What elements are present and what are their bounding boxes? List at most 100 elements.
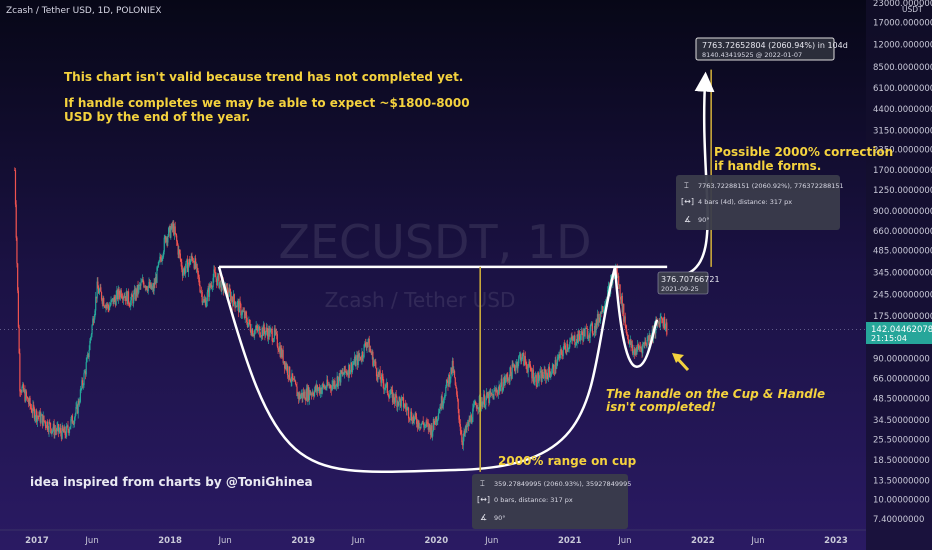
candle-body	[540, 370, 542, 382]
measure-bot-line3: 90°	[494, 514, 506, 522]
candle-body	[42, 415, 44, 426]
candle-body	[20, 391, 22, 393]
candle-body	[357, 353, 359, 365]
price-axis-panel[interactable]	[866, 0, 932, 550]
candle-body	[66, 425, 68, 427]
candle-body	[571, 336, 573, 339]
candle-body	[294, 380, 297, 385]
cup-curve[interactable]	[217, 266, 617, 474]
candle-body	[103, 305, 106, 307]
candle-body	[312, 392, 314, 395]
candle-body	[140, 281, 142, 286]
handle-curve[interactable]	[613, 266, 659, 368]
candle-body	[68, 429, 71, 434]
price-tick-label: 10.00000000	[873, 496, 930, 506]
current-price-label[interactable]: 142.04462078 21:15:04	[866, 322, 932, 344]
candle-body	[110, 299, 112, 305]
candle-body	[247, 322, 249, 327]
candle-body	[601, 306, 603, 314]
candle-body	[586, 328, 588, 339]
candle-body	[81, 380, 84, 386]
candle-body	[238, 301, 240, 313]
candle-body	[291, 373, 293, 382]
candle-body	[59, 428, 61, 431]
candle-body	[176, 241, 178, 245]
candle-body	[215, 276, 217, 279]
candle-body	[159, 256, 161, 261]
candle-body	[203, 299, 205, 303]
candle-body	[439, 406, 441, 412]
candle-body	[517, 363, 519, 369]
candle-body	[513, 364, 515, 369]
price-axis[interactable]: 23000.00000000 17000.00000000 12000.000000…	[873, 0, 932, 525]
candle-body	[122, 297, 124, 300]
candle-body	[436, 419, 438, 422]
candle-body	[93, 317, 95, 323]
candle-body	[321, 383, 324, 390]
candle-body	[453, 370, 455, 372]
candle-body	[414, 413, 416, 418]
price-tick-label: 245.00000000	[873, 290, 932, 300]
candle-body	[65, 435, 67, 437]
candle-body	[559, 349, 561, 359]
candle-body	[125, 291, 127, 301]
candle-body	[511, 364, 513, 379]
candle-body	[151, 287, 153, 290]
candle-body	[148, 282, 150, 286]
candle-body	[84, 371, 86, 373]
candle-body	[119, 290, 122, 298]
measure-box-top[interactable]: 7763.72652804 (2060.94%) in 104d 8140.43…	[695, 37, 848, 61]
candle-body	[658, 321, 660, 323]
candle-body	[257, 328, 259, 331]
measure-box-mid[interactable]: ⌶ 7763.72288151 (2060.92%), 776372288151…	[676, 175, 844, 230]
candle-body	[585, 327, 587, 329]
ruler-vertical-icon: ⌶	[684, 181, 689, 190]
candle-body	[646, 339, 648, 346]
candle-body	[389, 394, 391, 399]
measure-box-bottom[interactable]: ⌶ 359.27849995 (2060.93%), 35927849995 […	[472, 474, 631, 529]
candle-body	[376, 376, 378, 380]
candle-body	[403, 406, 405, 408]
candle-body	[173, 223, 175, 235]
candle-body	[121, 296, 123, 298]
candle-body	[31, 412, 33, 414]
candle-body	[54, 429, 56, 436]
candle-body	[582, 334, 584, 341]
time-axis[interactable]: 2017 Jun 2018 Jun 2019 Jun 2020 Jun 2021 Jun 2022 J…	[25, 536, 848, 546]
candle-body	[235, 306, 238, 308]
candle-body	[283, 361, 285, 363]
candle-body	[379, 370, 381, 380]
candle-body	[483, 394, 486, 407]
candle-body	[563, 343, 565, 350]
candle-body	[208, 284, 211, 297]
candle-body	[416, 417, 418, 424]
candle-body	[38, 411, 41, 417]
candle-body	[275, 332, 277, 334]
candle-body	[645, 341, 647, 345]
candle-body	[63, 427, 65, 433]
candle-body	[251, 328, 253, 335]
candle-body	[494, 389, 496, 391]
time-tick-label: 2017	[25, 536, 49, 546]
candle-body	[464, 426, 467, 434]
candle-body	[449, 378, 451, 385]
candle-body	[58, 430, 60, 432]
candle-body	[161, 257, 163, 262]
candle-body	[354, 356, 356, 367]
level-label[interactable]: 376.70766721 2021-09-25	[657, 271, 720, 295]
candle-body	[282, 350, 284, 363]
candle-body	[344, 366, 346, 372]
time-tick-label: 2018	[158, 536, 182, 546]
candle-body	[567, 347, 569, 350]
candle-body	[130, 294, 133, 301]
candle-body	[32, 404, 34, 414]
ruler-horizontal-icon: [↔]	[477, 495, 490, 504]
candle-body	[36, 415, 38, 422]
candle-body	[481, 401, 483, 408]
candle-body	[127, 291, 129, 305]
candle-body	[632, 351, 634, 354]
candle-body	[350, 362, 352, 371]
candle-body	[292, 373, 294, 379]
candle-body	[33, 408, 36, 420]
